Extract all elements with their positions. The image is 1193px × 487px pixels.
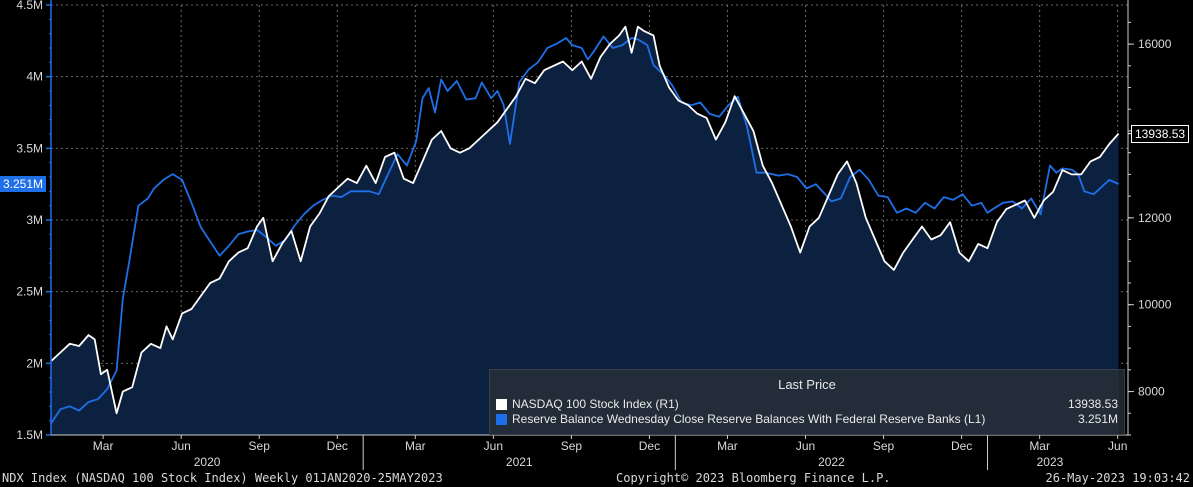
x-axis-month-label: Dec [639, 439, 660, 453]
x-axis-year-label: 2021 [506, 455, 533, 469]
axes: 1.5M2M2.5M3M3.5M4M4.5M800010000120001400… [16, 0, 1172, 442]
left-axis-last-value-badge: 3.251M [0, 176, 47, 193]
x-axis-month-label: Dec [327, 439, 348, 453]
right-axis-tick-label: 8000 [1138, 385, 1165, 399]
x-axis-year-label: 2022 [818, 455, 845, 469]
legend-title: Last Price [778, 377, 836, 392]
nasdaq-line [50, 25, 1120, 415]
x-axis-month-label: Jun [171, 439, 190, 453]
legend-label-reserve: Reserve Balance Wednesday Close Reserve … [512, 412, 986, 426]
nasdaq-area-fill [51, 26, 1119, 435]
legend-label-nasdaq: NASDAQ 100 Stock Index (R1) [512, 397, 679, 411]
x-axis-month-label: Mar [405, 439, 426, 453]
legend-value-reserve: 3.251M [1077, 412, 1118, 426]
x-axis-month-label: Jun [1108, 439, 1127, 453]
right-axis-tick-label: 16000 [1138, 37, 1172, 51]
footer-bar: NDX Index (NASDAQ 100 Stock Index) Weekl… [0, 470, 1193, 487]
series-lines [50, 25, 1120, 424]
x-axis-month-label: Sep [873, 439, 895, 453]
x-axis-year-label: 2023 [1037, 455, 1064, 469]
left-axis-tick-label: 1.5M [16, 428, 43, 442]
legend: Last Price NASDAQ 100 Stock Index (R1) 1… [489, 369, 1125, 435]
left-axis-tick-label: 2M [26, 356, 43, 370]
left-axis-tick-label: 3.5M [16, 141, 43, 155]
x-axis-month-label: Mar [717, 439, 738, 453]
left-axis-tick-label: 4.5M [16, 0, 43, 12]
x-axis-month-label: Mar [93, 439, 114, 453]
left-axis-tick-label: 4M [26, 70, 43, 84]
legend-value-nasdaq: 13938.53 [1067, 397, 1118, 411]
x-axis-month-label: Sep [561, 439, 583, 453]
footer-copyright: Copyright© 2023 Bloomberg Finance L.P. [616, 471, 891, 485]
x-axis-year-label: 2020 [194, 455, 221, 469]
left-axis-tick-label: 3M [26, 213, 43, 227]
x-axis-ticks: Mar Jun Sep Dec Mar Jun Sep Dec Mar Jun Sep Dec Mar J… [93, 435, 1127, 470]
reserve-balance-line [50, 35, 1119, 424]
left-axis-tick-label: 2.5M [16, 285, 43, 299]
x-axis-month-label: Mar [1029, 439, 1050, 453]
legend-swatch-reserve [496, 414, 507, 425]
footer-timestamp: 26-May-2023 19:03:42 [1045, 471, 1191, 485]
right-axis-tick-label: 12000 [1138, 211, 1172, 225]
legend-entry-nasdaq: NASDAQ 100 Stock Index (R1) 13938.53 [496, 397, 1118, 413]
right-axis-last-value-badge: 13938.53 [1131, 124, 1190, 143]
series-area [51, 26, 1119, 435]
x-axis-month-label: Jun [796, 439, 815, 453]
x-axis-month-label: Dec [951, 439, 972, 453]
legend-swatch-nasdaq [496, 399, 507, 410]
x-axis-month-label: Sep [249, 439, 271, 453]
footer-ticker-description: NDX Index (NASDAQ 100 Stock Index) Weekl… [2, 471, 443, 485]
x-axis-month-label: Jun [484, 439, 503, 453]
right-axis-tick-label: 10000 [1138, 298, 1172, 312]
legend-entry-reserve: Reserve Balance Wednesday Close Reserve … [496, 412, 1118, 428]
